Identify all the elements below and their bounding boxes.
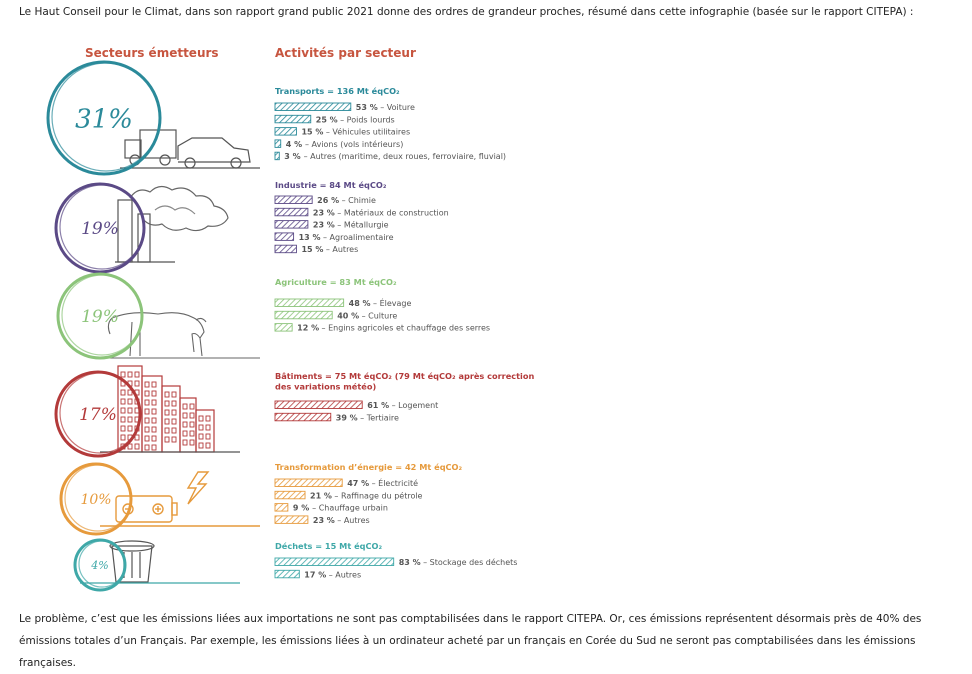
sector-share-label: 4% [90, 559, 108, 572]
activity-label: – Véhicules utilitaires [326, 127, 410, 137]
activity-bar [274, 478, 343, 487]
activity-bar [274, 207, 309, 217]
activity-value-label: 15 % [301, 245, 323, 254]
activity-bar [274, 400, 363, 409]
sector-share-label: 10% [80, 492, 111, 508]
sector-share-label: 19% [81, 307, 119, 327]
activity-value-label: 47 % [347, 479, 369, 488]
activity-label: – Élevage [373, 297, 411, 308]
sector-title: Industrie = 84 Mt éqCO₂ [275, 180, 387, 190]
sector-circle-inner [59, 372, 141, 454]
activity-label: – Culture [362, 311, 398, 320]
buildings-icon [100, 365, 240, 453]
sector-circle-inner [61, 274, 143, 356]
activity-value-label: 61 % [367, 401, 389, 410]
activity-label: – Électricité [372, 477, 419, 488]
activity-bar [274, 127, 297, 136]
header-sectors: Secteurs émetteurs [85, 46, 219, 60]
sector-title: Bâtiments = 75 Mt éqCO₂ (79 Mt éqCO₂ apr… [275, 371, 534, 392]
activity-bar [274, 323, 293, 332]
activity-value-label: 12 % [297, 324, 319, 333]
sector-circle-inner [64, 464, 132, 532]
activity-label: – Agroalimentaire [323, 233, 394, 242]
intro-paragraph: Le Haut Conseil pour le Climat, dans son… [19, 6, 914, 18]
activity-value-label: 3 % [284, 152, 300, 161]
sector-circle-inner [59, 184, 145, 270]
activity-label: – Engins agricoles et chauffage des serr… [322, 324, 491, 333]
sector-title: Transports = 136 Mt éqCO₂ [275, 86, 400, 96]
activity-label: – Logement [392, 401, 439, 410]
activity-bar [274, 244, 297, 254]
activity-bar [274, 298, 345, 307]
sector-share-label: 19% [81, 219, 119, 239]
infographic-chart: 31% Transports = 136 Mt éqCO₂ 53 % – Voitur… [46, 60, 534, 592]
header-activities: Activités par secteur [275, 46, 416, 60]
sector-title: Déchets = 15 Mt éqCO₂ [275, 541, 382, 551]
activity-label: – Tertiaire [360, 413, 399, 422]
activity-label: – Voiture [380, 103, 415, 112]
activity-bar [274, 114, 312, 124]
activity-label: – Métallurgie [337, 220, 388, 230]
activity-label: – Stockage des déchets [423, 557, 517, 567]
activity-label: – Autres [337, 516, 369, 525]
activity-value-label: 23 % [313, 221, 335, 230]
activity-bar [274, 151, 280, 161]
activity-value-label: 4 % [286, 140, 302, 149]
activity-label: – Raffinage du pétrole [334, 490, 422, 500]
activity-label: – Matériaux de construction [337, 207, 448, 217]
activity-label: – Poids lourds [340, 115, 395, 124]
activity-value-label: 26 % [317, 196, 339, 205]
activity-bar [274, 412, 332, 422]
activity-bar [274, 490, 306, 500]
activity-bar [274, 220, 309, 229]
activity-bar [274, 139, 282, 148]
activity-value-label: 15 % [301, 128, 323, 137]
activity-label: – Chimie [342, 196, 376, 205]
cow-icon [100, 312, 260, 359]
activity-value-label: 13 % [299, 233, 321, 242]
activity-label: – Autres [326, 245, 358, 254]
sector-title: Agriculture = 83 Mt éqCO₂ [275, 277, 397, 287]
activity-value-label: 17 % [304, 570, 326, 579]
activity-value-label: 25 % [316, 115, 338, 124]
activity-value-label: 39 % [336, 413, 358, 422]
activity-bar [274, 557, 395, 566]
activity-value-label: 21 % [310, 491, 332, 500]
activity-label: – Chauffage urbain [312, 504, 388, 513]
activity-label: – Autres (maritime, deux roues, ferrovia… [304, 152, 506, 161]
sector-circle-inner [78, 540, 126, 588]
activity-label: – Autres [329, 570, 361, 579]
activity-bar [274, 310, 333, 320]
outro-paragraph: Le problème, c’est que les émissions lié… [19, 613, 922, 669]
activity-bar [274, 232, 295, 241]
activity-value-label: 40 % [337, 311, 359, 320]
activity-value-label: 48 % [349, 299, 371, 308]
activity-value-label: 23 % [313, 208, 335, 217]
sector-share-label: 17% [79, 405, 117, 425]
sector-title: Transformation d’énergie = 42 Mt éqCO₂ [275, 462, 463, 472]
truck-car-icon [120, 129, 260, 169]
activity-value-label: 23 % [313, 516, 335, 525]
sector-share-label: 31% [75, 104, 133, 134]
activity-bar [274, 503, 289, 512]
sector-circle-inner [51, 62, 161, 172]
activity-bar [274, 515, 309, 524]
activity-bar [274, 195, 313, 204]
activity-value-label: 83 % [399, 558, 421, 567]
activity-bar [274, 569, 300, 579]
activity-value-label: 9 % [293, 504, 309, 513]
activity-value-label: 53 % [356, 103, 378, 112]
activity-label: – Avions (vols intérieurs) [305, 139, 403, 149]
activity-bar [274, 102, 352, 111]
